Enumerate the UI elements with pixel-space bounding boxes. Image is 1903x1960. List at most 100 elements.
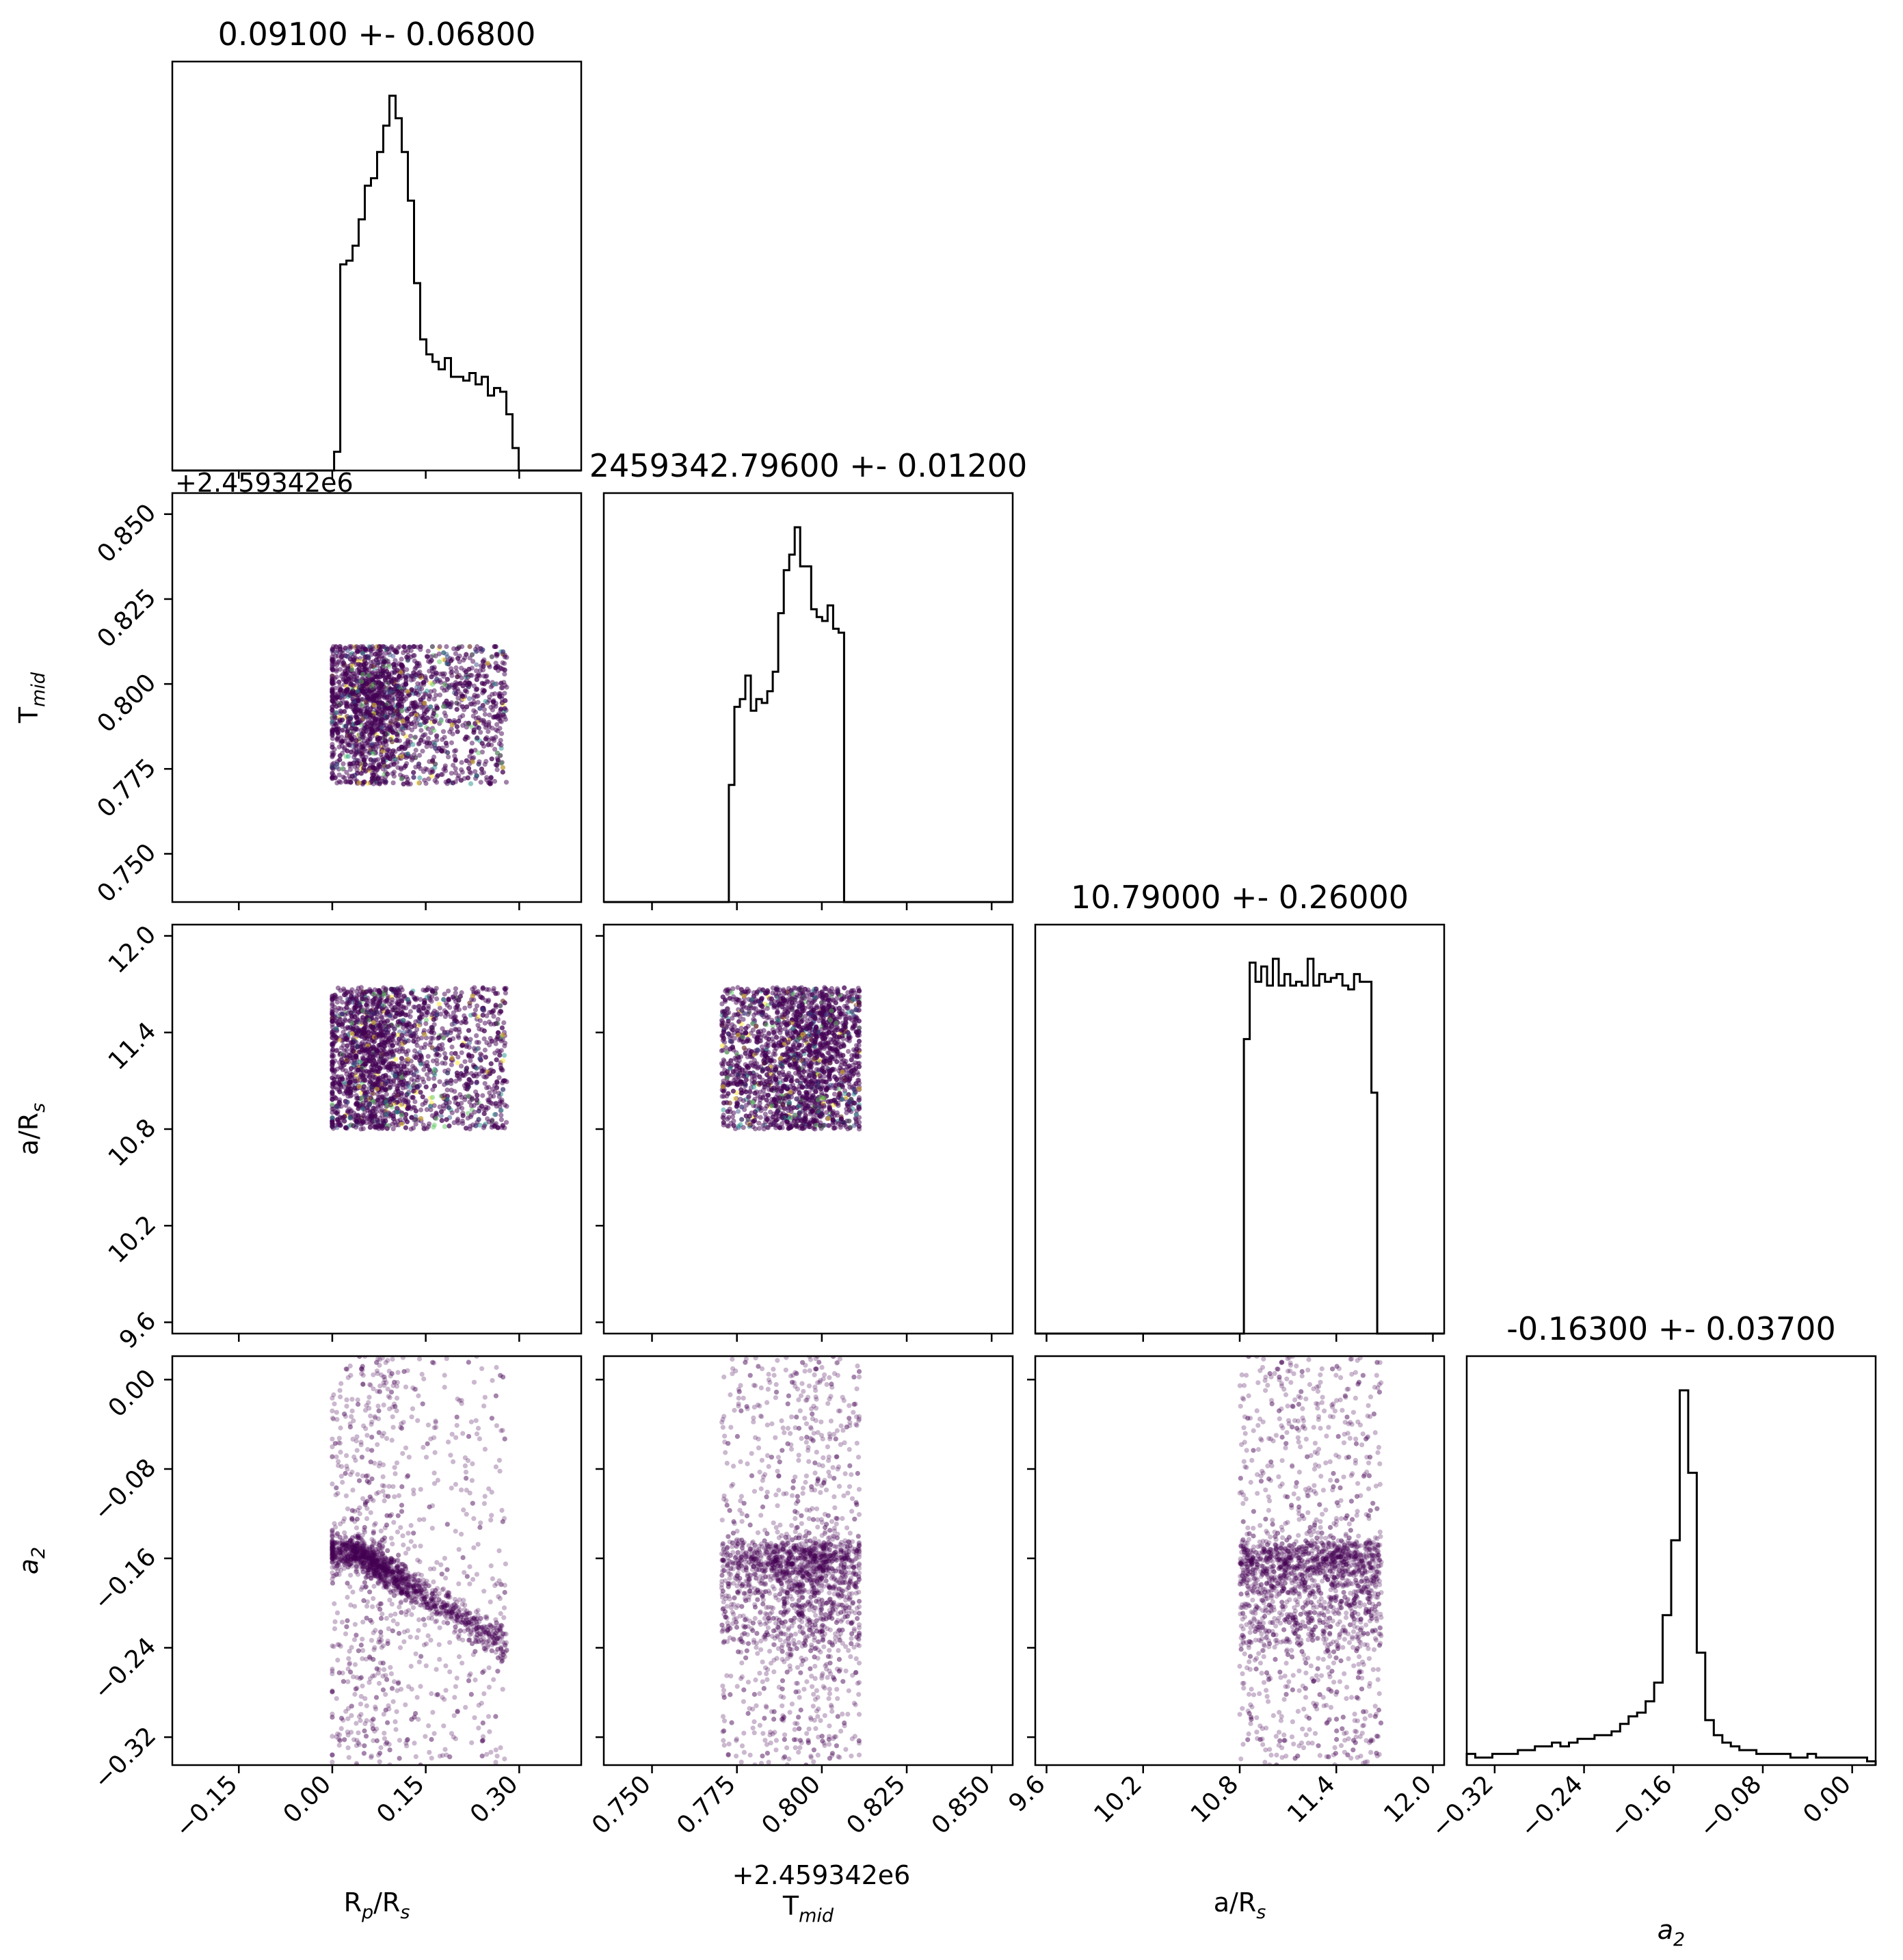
scatter-point <box>447 1005 453 1010</box>
scatter-point <box>354 1001 360 1006</box>
scatter-point <box>474 773 479 778</box>
scatter-point <box>397 703 403 708</box>
scatter-point <box>462 1005 468 1011</box>
scatter-point <box>349 996 355 1001</box>
scatter-point <box>490 1069 496 1074</box>
scatter-point <box>461 657 466 663</box>
scatter-point <box>470 986 475 992</box>
scatter-point <box>500 1032 506 1037</box>
scatter-point <box>387 1013 392 1018</box>
scatter-point <box>413 1122 418 1127</box>
scatter-point <box>330 1119 335 1124</box>
scatter-point <box>335 985 341 991</box>
scatter-point <box>493 1021 499 1027</box>
scatter-point <box>444 1081 450 1086</box>
scatter-point <box>375 1083 380 1088</box>
scatter-point <box>484 1013 490 1018</box>
scatter-point <box>479 1068 485 1074</box>
scatter-point <box>385 771 390 777</box>
scatter-point <box>442 710 447 716</box>
scatter-point <box>343 1033 348 1038</box>
scatter-point <box>362 1078 368 1083</box>
scatter-point <box>358 1126 364 1132</box>
scatter-point <box>403 682 409 687</box>
scatter-point <box>353 721 359 726</box>
scatter-point <box>433 745 438 751</box>
scatter-point <box>410 1095 416 1100</box>
scatter-point <box>502 667 507 673</box>
scatter-point <box>360 716 366 721</box>
scatter-point <box>503 990 509 996</box>
scatter-point <box>354 760 360 766</box>
scatter-point <box>476 761 481 767</box>
scatter-point <box>378 752 384 758</box>
scatter-point <box>501 1087 506 1092</box>
scatter-point <box>451 1010 456 1016</box>
scatter-point <box>481 1074 487 1079</box>
scatter-point <box>478 994 483 1000</box>
scatter-point <box>460 1113 466 1118</box>
scatter-point <box>492 747 498 752</box>
scatter-point <box>489 756 494 762</box>
scatter-point <box>416 1007 422 1013</box>
scatter-point <box>383 1087 388 1093</box>
scatter-point <box>344 1047 349 1052</box>
scatter-point <box>434 996 440 1002</box>
scatter-point <box>491 1008 496 1014</box>
scatter-point <box>362 647 369 652</box>
scatter-point <box>333 644 338 650</box>
scatter-point <box>475 735 480 741</box>
scatter-point <box>429 1012 435 1018</box>
scatter-panel-ars-vs-rp <box>330 985 509 1132</box>
scatter-point <box>429 658 434 663</box>
scatter-point <box>356 692 362 698</box>
scatter-point <box>444 676 450 683</box>
scatter-point <box>492 1112 498 1117</box>
scatter-point <box>464 704 470 710</box>
scatter-point <box>363 700 369 705</box>
scatter-point <box>442 992 447 997</box>
scatter-point <box>336 779 342 784</box>
scatter-point <box>463 688 468 693</box>
scatter-point <box>493 1100 498 1106</box>
scatter-point <box>460 704 466 709</box>
scatter-point <box>363 711 369 716</box>
scatter-point <box>437 659 442 665</box>
scatter-point <box>416 752 423 758</box>
scatter-point <box>483 737 488 742</box>
scatter-point <box>418 728 424 733</box>
scatter-panel-ars-vs-tmid <box>719 985 862 1132</box>
scatter-point <box>387 689 392 695</box>
scatter-point <box>349 1051 354 1057</box>
scatter-point <box>371 702 377 708</box>
scatter-point <box>475 673 481 678</box>
scatter-point <box>413 715 418 721</box>
scatter-point <box>341 1052 346 1058</box>
scatter-point <box>459 1063 464 1069</box>
scatter-point <box>355 707 360 713</box>
scatter-point <box>390 1007 395 1013</box>
scatter-point <box>423 1084 429 1089</box>
scatter-point <box>429 674 434 680</box>
scatter-point <box>460 1042 466 1048</box>
scatter-point <box>399 708 405 713</box>
scatter-point <box>388 720 394 726</box>
scatter-point <box>333 685 338 691</box>
scatter-point <box>464 1036 469 1042</box>
scatter-point <box>330 667 336 673</box>
scatter-point <box>363 728 369 734</box>
scatter-point <box>444 1096 450 1102</box>
scatter-point <box>342 1118 347 1124</box>
scatter-point <box>390 715 396 721</box>
scatter-point <box>431 1076 437 1081</box>
scatter-point <box>466 766 472 771</box>
scatter-point <box>467 644 473 650</box>
scatter-point <box>390 1078 396 1083</box>
scatter-point <box>482 762 488 767</box>
scatter-point <box>343 779 348 784</box>
scatter-point <box>380 1033 386 1038</box>
scatter-point <box>453 1050 458 1056</box>
scatter-point <box>330 736 336 741</box>
scatter-point <box>492 681 498 687</box>
scatter-point <box>437 1079 442 1085</box>
